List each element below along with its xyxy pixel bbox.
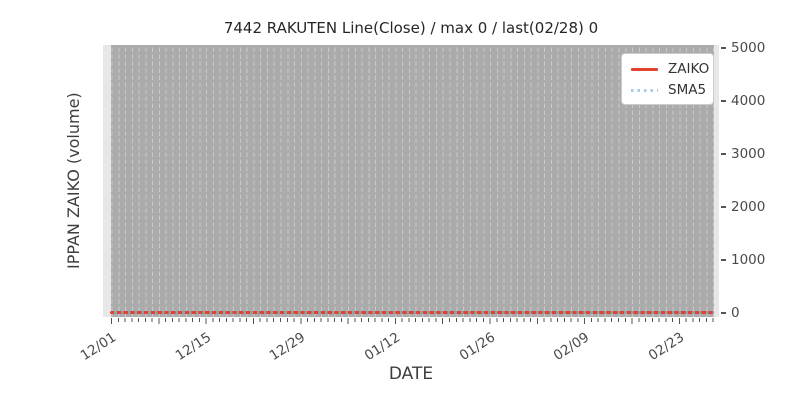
y-axis-label: IPPAN ZAIKO (volume)	[64, 92, 83, 270]
chart-title: 7442 RAKUTEN Line(Close) / max 0 / last(…	[223, 19, 599, 37]
y-tick-label: 4000	[731, 93, 766, 109]
y-tick-mark	[721, 206, 726, 208]
y-tick-mark	[721, 100, 726, 102]
x-axis-major-ticks	[111, 318, 716, 324]
solid-line-icon	[631, 67, 658, 71]
legend-row-zaiko: ZAIKO	[631, 61, 709, 77]
y-tick-label: 2000	[731, 199, 766, 215]
y-tick-mark	[721, 259, 726, 261]
y-tick-mark	[721, 312, 726, 314]
y-tick-label: 0	[731, 305, 740, 321]
plot-band-with-gridlines	[111, 45, 714, 317]
y-tick-label: 5000	[731, 40, 766, 56]
legend: ZAIKO SMA5	[621, 53, 714, 105]
y-tick-mark	[721, 153, 726, 155]
x-axis-label: DATE	[388, 364, 434, 384]
zaiko-sma5-flat-line	[110, 311, 714, 314]
y-tick-label: 1000	[731, 252, 766, 268]
dotted-line-icon	[631, 88, 658, 92]
legend-label: SMA5	[668, 82, 707, 98]
legend-label: ZAIKO	[668, 61, 710, 77]
y-tick-mark	[721, 47, 726, 49]
y-tick-label: 3000	[731, 146, 766, 162]
legend-row-sma5: SMA5	[631, 82, 707, 98]
plot-area: ZAIKO SMA5	[103, 45, 719, 317]
